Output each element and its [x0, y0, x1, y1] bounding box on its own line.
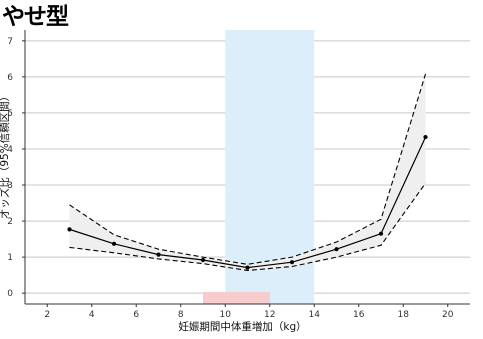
x-axis-title: 妊娠期間中体重増加（kg）	[178, 320, 306, 333]
highlight-marker	[203, 292, 270, 304]
ci-line-2	[69, 182, 426, 272]
x-tick-label-18: 18	[398, 310, 410, 320]
data-point-7	[378, 231, 384, 236]
chart-title: やせ型	[2, 4, 69, 30]
ci-line-1	[69, 73, 427, 265]
x-tick-label-12: 12	[264, 310, 275, 320]
data-point-4	[245, 265, 250, 270]
data-point-3	[200, 257, 206, 263]
data-point-2	[156, 252, 161, 257]
data-point-6	[334, 247, 339, 252]
y-tick-label-4: 4	[7, 145, 13, 155]
y-tick-label-5: 5	[7, 109, 13, 119]
x-tick-label-16: 16	[353, 310, 365, 320]
confidence-ribbon	[69, 73, 426, 271]
y-tick-label-7: 7	[7, 37, 13, 47]
x-tick-label-20: 20	[442, 310, 454, 320]
data-point-5	[289, 260, 295, 265]
y-tick-label-1: 1	[7, 253, 13, 263]
x-tick-label-10: 10	[220, 310, 232, 320]
series-layer	[67, 73, 428, 272]
x-tick-label-8: 8	[178, 310, 184, 320]
x-tick-label-2: 2	[44, 310, 50, 320]
data-point-1	[111, 241, 117, 246]
y-tick-label-0: 0	[7, 289, 13, 299]
y-tick-label-6: 6	[7, 73, 13, 83]
y-tick-label-2: 2	[7, 217, 13, 227]
x-tick-label-4: 4	[89, 310, 95, 320]
data-point-8	[423, 134, 428, 140]
x-tick-label-6: 6	[133, 310, 139, 320]
x-tick-label-14: 14	[309, 310, 321, 320]
data-point-0	[67, 227, 72, 232]
confidence-ribbon-layer	[69, 73, 426, 271]
y-axis-title: オッズ比（95%信頼区間）	[0, 91, 11, 219]
y-tick-label-3: 3	[7, 181, 13, 191]
